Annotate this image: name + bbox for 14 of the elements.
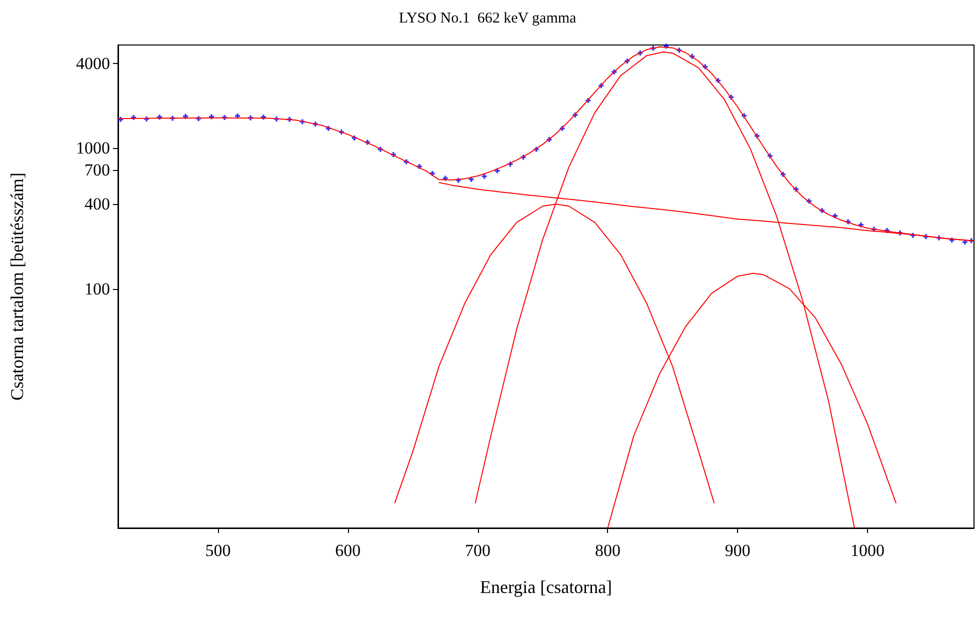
- x-axis-title: Energia [csatorna]: [480, 577, 612, 597]
- x-tick-label: 700: [465, 541, 491, 560]
- y-tick-label: 700: [84, 160, 110, 180]
- x-tick-label: 600: [335, 541, 361, 560]
- y-tick-label: 100: [84, 279, 110, 298]
- y-tick-label: 400: [84, 194, 110, 214]
- x-tick-label: 500: [205, 541, 231, 560]
- x-tick-label: 800: [594, 541, 620, 560]
- chart-title: LYSO No.1 662 keV gamma: [398, 10, 577, 26]
- x-tick-label: 1000: [850, 541, 884, 560]
- x-tick-label: 900: [724, 541, 750, 560]
- y-tick-label: 4000: [76, 54, 110, 73]
- y-axis-title: Csatorna tartalom [beütésszám]: [7, 172, 27, 400]
- y-tick-label: 1000: [76, 138, 110, 158]
